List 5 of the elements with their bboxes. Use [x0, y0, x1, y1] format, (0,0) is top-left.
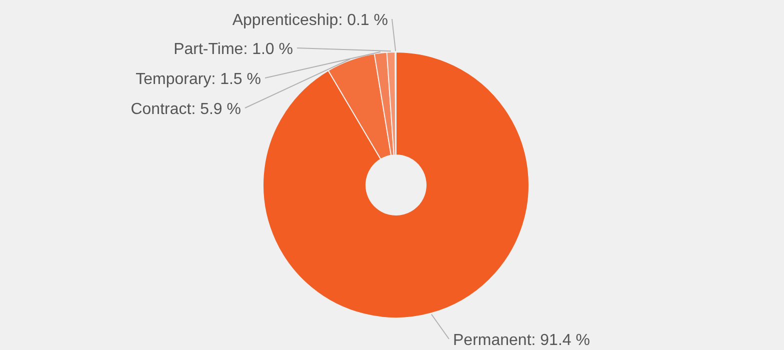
slice-label: Permanent: 91.4 %	[453, 332, 590, 349]
slice-label: Apprenticeship: 0.1 %	[232, 12, 388, 29]
slice-label: Temporary: 1.5 %	[136, 71, 261, 88]
slice-label: Contract: 5.9 %	[130, 101, 241, 118]
slice-label: Part-Time: 1.0 %	[174, 41, 293, 58]
